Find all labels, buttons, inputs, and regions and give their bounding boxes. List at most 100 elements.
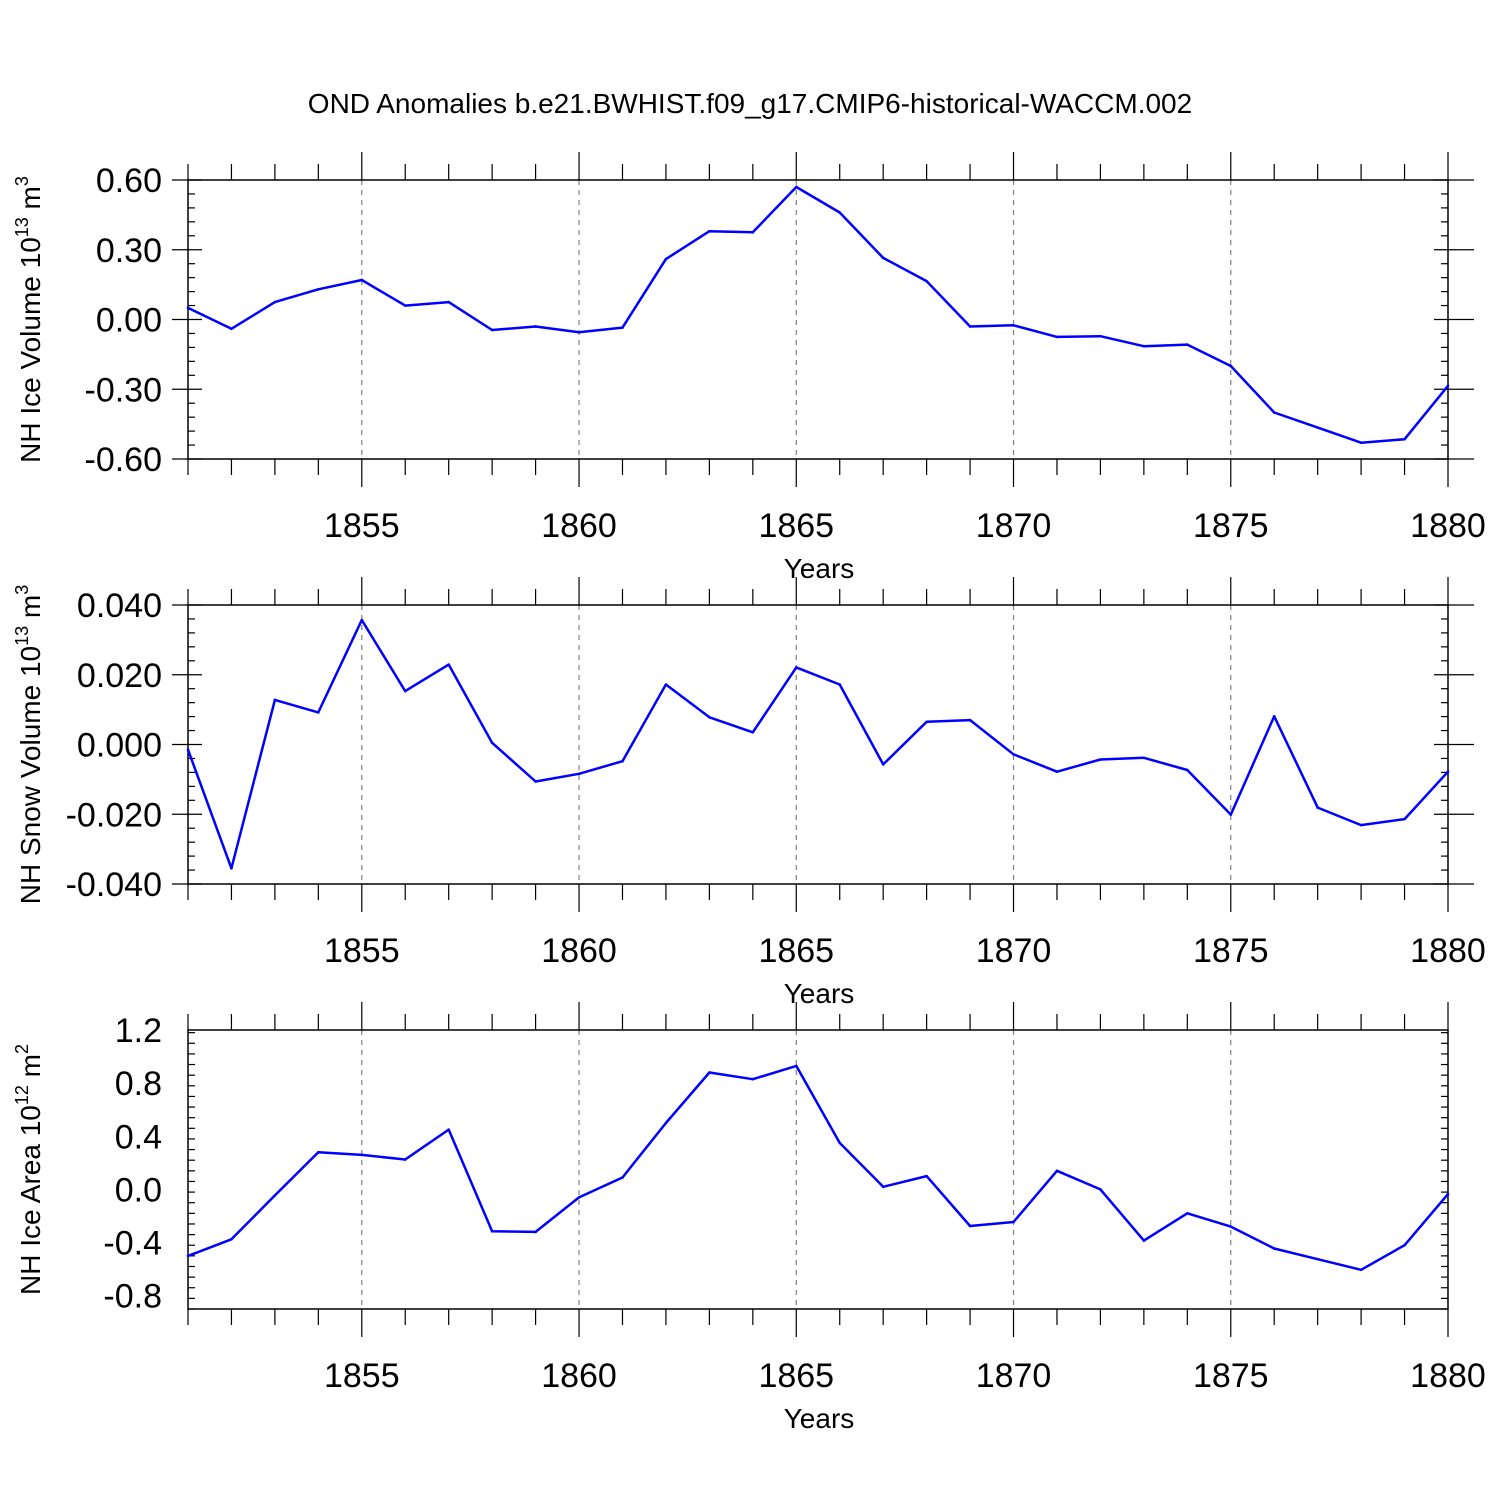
- y-label-text: NH Snow Volume 10: [15, 646, 46, 904]
- data-point: [881, 763, 885, 766]
- x-tick-label: 1880: [1410, 507, 1486, 545]
- x-tick-label: 1880: [1410, 932, 1486, 970]
- data-point: [273, 698, 277, 702]
- data-point: [317, 711, 320, 714]
- series-line: [187, 1064, 1449, 1272]
- data-point: [230, 327, 233, 331]
- x-tick-label: 1860: [541, 1357, 617, 1395]
- y-tick-label: -0.60: [85, 441, 163, 479]
- x-tick-label: 1855: [324, 1357, 400, 1395]
- series-line: [186, 618, 1449, 870]
- x-tick-label: 1860: [541, 507, 617, 545]
- data-point: [273, 300, 277, 304]
- x-tick-label: 1875: [1193, 507, 1269, 545]
- data-point: [1446, 1192, 1450, 1196]
- x-axis-label: Years: [784, 1403, 855, 1434]
- x-tick-label: 1875: [1193, 1357, 1269, 1395]
- x-axis-label: Years: [784, 553, 855, 584]
- y-label-text: NH Ice Volume 10: [15, 237, 46, 463]
- x-tick-label: 1855: [324, 507, 400, 545]
- data-point: [1359, 823, 1363, 827]
- data-point: [751, 1077, 755, 1081]
- y-label-unit: m: [15, 595, 46, 626]
- data-point: [1229, 1225, 1233, 1228]
- y-axis-label: NH Ice Area 1012 m2: [12, 1044, 46, 1295]
- plot-frame: [187, 179, 1449, 460]
- data-point: [1359, 441, 1363, 445]
- data-point: [708, 229, 711, 233]
- data-point: [664, 1121, 668, 1125]
- x-tick-label: 1865: [758, 1357, 834, 1395]
- data-point: [490, 741, 494, 745]
- y-label-unit: m: [15, 1054, 46, 1085]
- y-label-unit-exponent: 3: [12, 176, 32, 186]
- data-point: [1316, 426, 1319, 429]
- data-point: [1055, 770, 1059, 774]
- y-tick-label: -0.4: [103, 1225, 162, 1263]
- data-point: [1012, 324, 1015, 327]
- y-tick-label: 0.4: [115, 1118, 162, 1156]
- data-point: [403, 689, 407, 693]
- x-tick-label: 1865: [758, 932, 834, 970]
- data-point: [577, 330, 581, 334]
- data-point: [360, 618, 364, 622]
- panel-ice-area: 1.2 0.8 0.4 0.0 -0.4 -0.8 1855 1860 1865 1870 1875…: [12, 1002, 1486, 1434]
- data-point: [925, 279, 928, 283]
- y-tick-label: -0.8: [103, 1278, 162, 1316]
- data-point: [534, 1230, 537, 1234]
- data-point: [317, 1150, 320, 1154]
- data-point: [1142, 344, 1146, 348]
- data-point: [1186, 1212, 1189, 1215]
- data-point: [186, 748, 190, 752]
- y-label-exponent: 12: [12, 1085, 32, 1105]
- data-point: [794, 666, 798, 669]
- data-point: [360, 1153, 364, 1157]
- data-point: [925, 1174, 928, 1178]
- data-point: [1446, 770, 1450, 774]
- data-point: [1229, 364, 1233, 368]
- data-point: [751, 730, 755, 734]
- data-point: [186, 306, 190, 310]
- data-point: [490, 328, 494, 332]
- x-tick-label: 1855: [324, 932, 400, 970]
- y-tick-label: 0.0: [115, 1171, 162, 1209]
- data-point: [1403, 1243, 1406, 1247]
- y-label-unit: m: [15, 186, 46, 217]
- y-tick-label: 0.00: [96, 302, 162, 340]
- data-point: [534, 325, 537, 328]
- y-tick-label: 0.30: [96, 232, 162, 270]
- y-label-unit-exponent: 2: [12, 1044, 32, 1054]
- chart-title: OND Anomalies b.e21.BWHIST.f09_g17.CMIP6…: [307, 88, 1193, 119]
- data-point: [1186, 343, 1189, 346]
- data-point: [230, 867, 233, 870]
- data-point: [968, 1224, 972, 1228]
- data-point: [490, 1229, 494, 1233]
- data-point: [360, 278, 364, 282]
- x-tick-label: 1860: [541, 932, 617, 970]
- data-point: [1099, 758, 1102, 761]
- y-label-unit-exponent: 3: [12, 585, 32, 595]
- data-point: [1142, 756, 1146, 760]
- y-tick-label: 0.040: [77, 587, 162, 625]
- data-point: [1272, 411, 1276, 414]
- data-point: [621, 759, 624, 763]
- y-tick-label: 0.60: [96, 162, 162, 200]
- panel-snow-volume: 0.040 0.020 0.000 -0.020 -0.040 1855 1860 1865 1…: [12, 577, 1486, 1009]
- data-point: [1316, 1257, 1319, 1261]
- y-tick-label: 0.000: [77, 727, 162, 765]
- data-point: [1359, 1268, 1363, 1272]
- x-tick-label: 1880: [1410, 1357, 1486, 1395]
- series-line: [187, 185, 1449, 444]
- data-point: [1186, 768, 1189, 772]
- data-point: [1316, 806, 1319, 809]
- data-point: [664, 257, 668, 261]
- data-point: [1446, 384, 1450, 388]
- x-axis-label: Years: [784, 978, 855, 1009]
- plot-frame: [187, 1029, 1449, 1310]
- x-tick-label: 1870: [976, 932, 1052, 970]
- y-label-exponent: 13: [12, 626, 32, 646]
- data-point: [1012, 752, 1015, 756]
- y-axis-label: NH Snow Volume 1013 m3: [12, 585, 46, 905]
- data-point: [751, 231, 755, 234]
